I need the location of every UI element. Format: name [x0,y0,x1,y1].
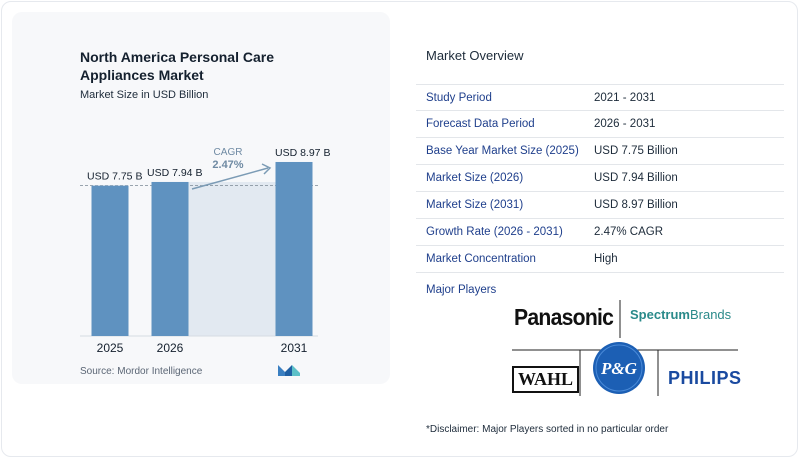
bar-2025 [91,185,129,336]
major-players-title: Major Players [426,284,497,296]
x-tick-2025: 2025 [97,341,124,355]
overview-label: Market Size (2026) [426,172,524,184]
bar-2026 [151,181,189,336]
overview-label: Base Year Market Size (2025) [426,145,579,157]
wahl-logo-text: WAHL [518,369,574,389]
overview-row: Forecast Data Period 2026 - 2031 [416,111,784,138]
spectrum-brands-logo: SpectrumBrands [630,306,731,324]
overview-row: Market Size (2031) USD 8.97 Billion [416,192,784,219]
cagr-arrow-head [261,163,272,175]
overview-value: 2026 - 2031 [594,118,656,130]
overview-value: USD 7.75 Billion [594,145,678,157]
disclaimer-text: *Disclaimer: Major Players sorted in no … [426,424,669,435]
source-text: Source: Mordor Intelligence [80,366,203,377]
overview-row: Market Concentration High [416,246,784,273]
data-label-2025: USD 7.75 B [87,171,142,183]
overview-row: Market Size (2026) USD 7.94 Billion [416,165,784,192]
cagr-arrow-line [191,167,269,190]
bar-2031 [275,161,313,336]
overview-row: Growth Rate (2026 - 2031) 2.47% CAGR [416,219,784,246]
chart-title: North America Personal Care Appliances M… [80,49,274,83]
x-tick-2031: 2031 [281,341,308,355]
overview-row: Base Year Market Size (2025) USD 7.75 Bil… [416,138,784,165]
overview-value: USD 7.94 Billion [594,172,678,184]
overview-value: USD 8.97 Billion [594,199,678,211]
overview-table: Study Period 2021 - 2031 Forecast Data Pe… [416,84,784,273]
overview-title: Market Overview [426,48,524,63]
mordor-logo-icon [278,365,300,376]
cagr-value: 2.47% [212,159,243,171]
pg-logo-icon [593,342,645,394]
overview-label: Study Period [426,92,492,104]
overview-label: Market Size (2031) [426,199,524,211]
brands-logo-text: Brands [689,307,732,322]
bar-chart: USD 7.75 B 2025 USD 7.94 B 2026 USD 8.97 B 20… [80,147,330,355]
overview-label: Market Concentration [426,253,536,265]
x-tick-2026: 2026 [157,341,184,355]
overview-label: Growth Rate (2026 - 2031) [426,226,563,238]
overview-value: 2021 - 2031 [594,92,656,104]
panasonic-logo: Panasonic [514,304,614,330]
wahl-logo: WAHL [512,366,580,393]
chart-subtitle: Market Size in USD Billion [80,89,209,101]
spectrum-logo-text: Spectrum [630,307,690,322]
overview-value: 2.47% CAGR [594,226,664,238]
pg-logo-text: P&G [601,359,637,378]
overview-row: Study Period 2021 - 2031 [416,84,784,111]
overview-value: High [594,253,618,265]
overview-label: Forecast Data Period [426,118,535,130]
growth-band [188,181,276,336]
cagr-label: CAGR [214,147,243,158]
data-label-2026: USD 7.94 B [147,167,202,179]
philips-logo: PHILIPS [668,368,742,388]
data-label-2031: USD 8.97 B [275,147,330,159]
